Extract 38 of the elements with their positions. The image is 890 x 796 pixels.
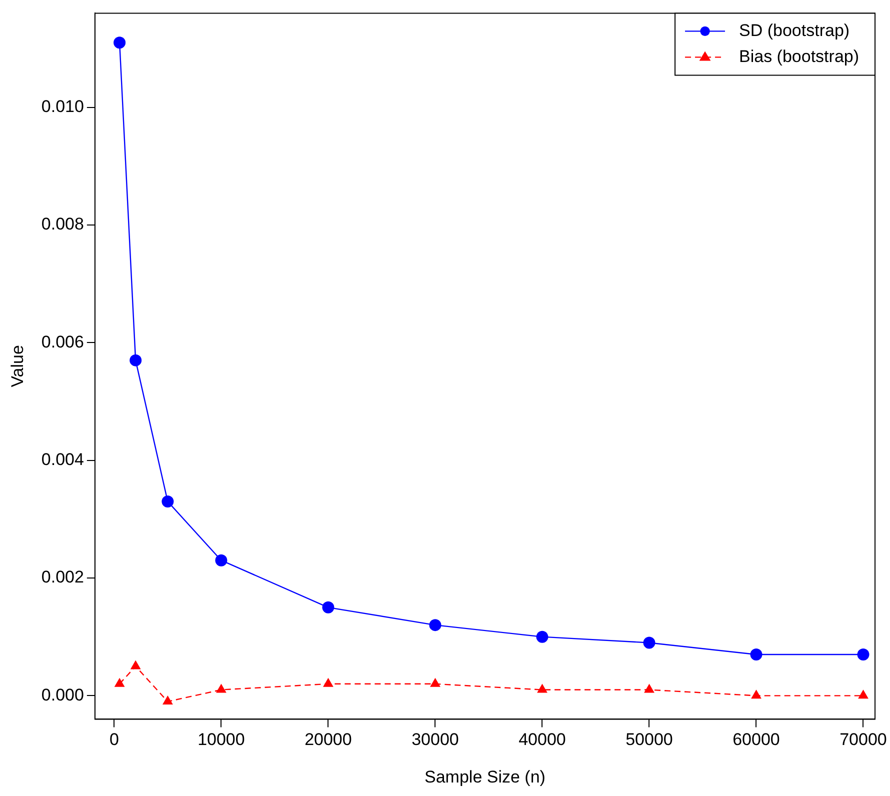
- point: [644, 684, 654, 693]
- legend-label: SD (bootstrap): [739, 20, 850, 40]
- x-tick-label: 10000: [198, 730, 245, 750]
- y-tick-label: 0.008: [41, 214, 84, 234]
- point: [114, 36, 126, 49]
- x-tick-label: 40000: [518, 730, 566, 750]
- x-tick-label: 0: [109, 730, 119, 750]
- point: [114, 678, 125, 687]
- y-tick-label: 0.002: [41, 568, 84, 587]
- point: [322, 601, 334, 614]
- point: [162, 496, 174, 508]
- point: [430, 678, 440, 687]
- x-tick-label: 50000: [626, 730, 673, 750]
- point: [857, 648, 870, 660]
- x-tick-label: 20000: [304, 730, 352, 750]
- x-tick-label: 60000: [732, 730, 780, 750]
- y-tick-label: 0.000: [41, 685, 84, 704]
- point: [162, 696, 173, 705]
- point: [130, 660, 141, 670]
- point: [323, 678, 334, 687]
- y-tick-label: 0.006: [41, 332, 84, 352]
- point: [751, 690, 762, 699]
- point: [536, 630, 548, 643]
- y-tick-label: 0.004: [41, 450, 84, 470]
- y-tick-label: 0.010: [41, 97, 84, 116]
- x-tick-label: 30000: [412, 730, 459, 750]
- x-tick-label: 70000: [840, 730, 887, 750]
- x-axis-title: Sample Size (n): [424, 767, 546, 786]
- point: [537, 684, 548, 693]
- point: [429, 619, 442, 632]
- point: [215, 554, 228, 566]
- point: [216, 684, 226, 693]
- y-axis-title: Value: [8, 345, 27, 388]
- point: [750, 648, 762, 660]
- point: [858, 690, 868, 699]
- legend-label: Bias (bootstrap): [739, 46, 860, 66]
- point: [643, 636, 656, 649]
- point: [130, 354, 142, 366]
